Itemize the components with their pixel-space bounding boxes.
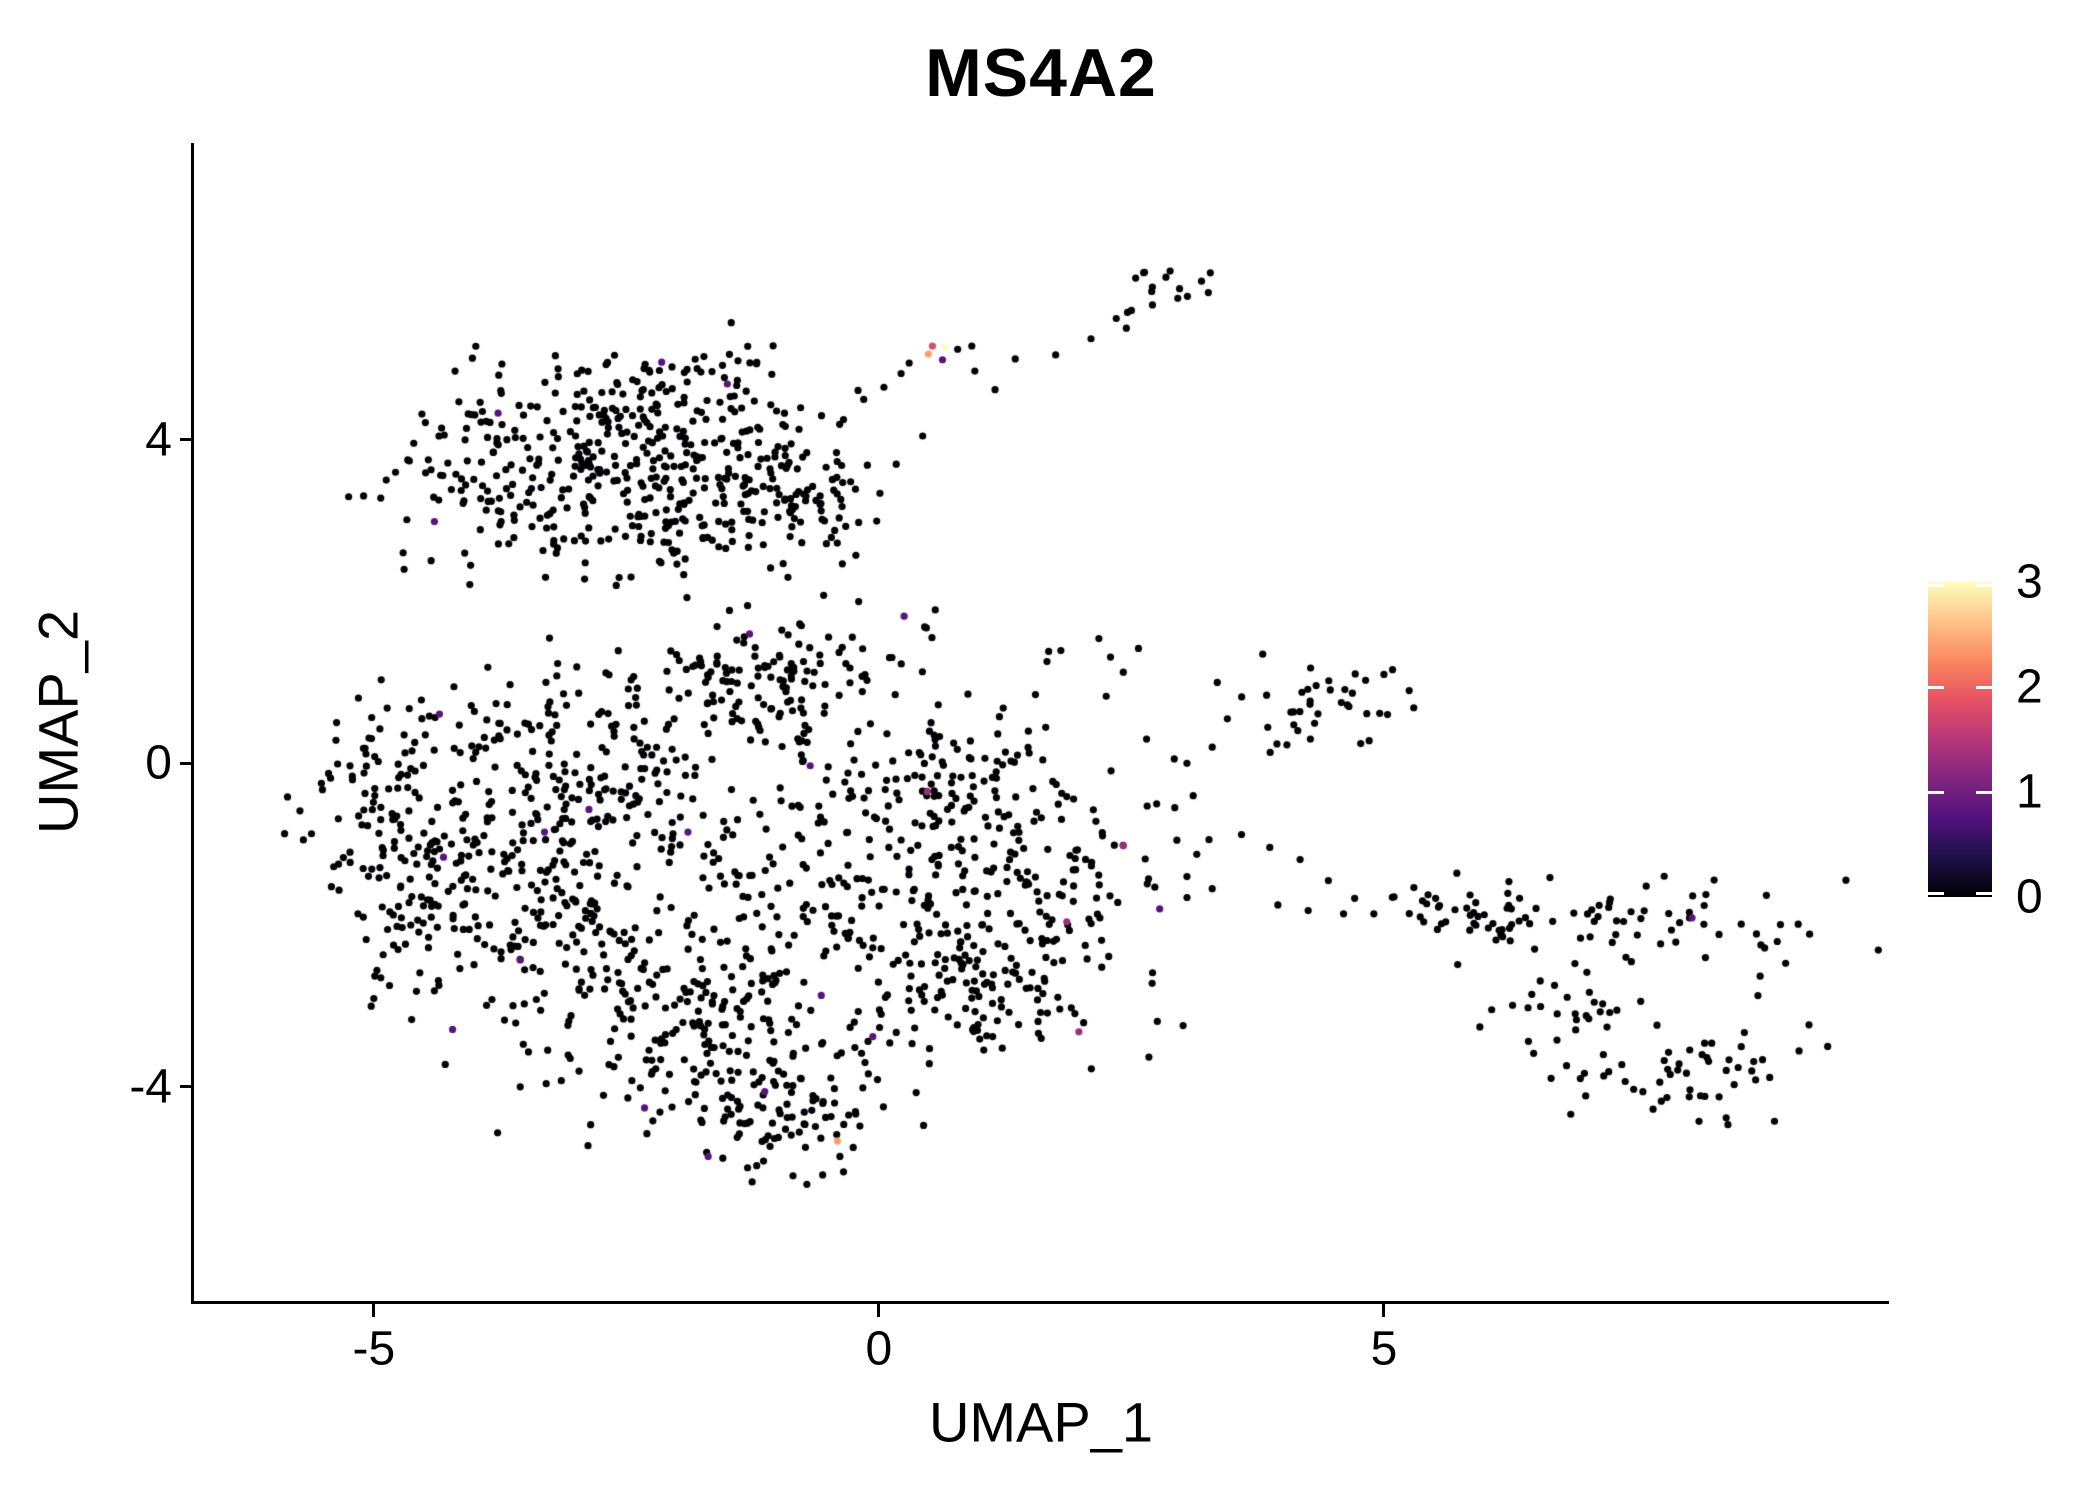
y-axis-title: UMAP_2 [26, 609, 90, 835]
colorbar-tick-label: 1 [2016, 765, 2043, 819]
y-tick-mark [180, 1085, 193, 1089]
colorbar-gradient [1928, 582, 1992, 897]
x-axis-title: UMAP_1 [928, 1390, 1154, 1454]
colorbar-tick-mark [1976, 685, 1992, 689]
colorbar-tick-mark [1928, 790, 1944, 794]
colorbar-tick-mark [1928, 685, 1944, 689]
x-tick-label: -5 [352, 1322, 396, 1376]
y-tick-label: 0 [145, 736, 172, 790]
colorbar-tick-label: 3 [2016, 555, 2043, 609]
colorbar-tick-mark [1976, 790, 1992, 794]
x-tick-label: 5 [1370, 1322, 1398, 1376]
y-tick-label: 4 [145, 413, 172, 467]
colorbar-tick-mark [1976, 584, 1992, 587]
x-tick-mark [372, 1304, 376, 1317]
x-tick-mark [1382, 1304, 1386, 1317]
colorbar-tick-label: 0 [2016, 870, 2043, 924]
x-axis-line [191, 1301, 1889, 1304]
expression-colorbar [1928, 582, 1992, 897]
colorbar-tick-mark [1928, 584, 1944, 587]
colorbar-tick-label: 2 [2016, 660, 2043, 714]
y-axis-line [191, 143, 194, 1304]
x-tick-label: 0 [865, 1322, 893, 1376]
colorbar-tick-mark [1976, 892, 1992, 895]
y-tick-mark [180, 761, 193, 765]
y-tick-label: -4 [129, 1060, 172, 1114]
y-tick-mark [180, 438, 193, 442]
x-tick-mark [877, 1304, 881, 1317]
colorbar-tick-mark [1928, 892, 1944, 895]
